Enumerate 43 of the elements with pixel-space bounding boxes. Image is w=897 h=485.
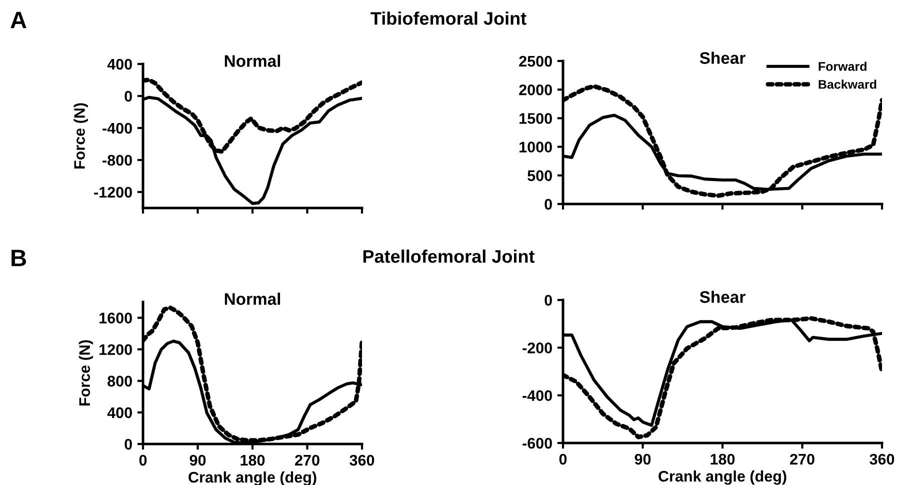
x-tick-label: 360: [870, 454, 894, 465]
y-tick-label: 800: [108, 376, 132, 387]
text: A: [10, 12, 26, 28]
x-tick-label: 0: [559, 454, 567, 465]
y-axis-title: Force (N): [74, 103, 88, 169]
chart-title: Normal: [224, 54, 280, 67]
y-axis-title: Force (N): [78, 340, 94, 406]
x-tick-label: 360: [350, 454, 374, 466]
x-axis-title: Crank angle (deg): [658, 470, 786, 485]
chart-title: Shear: [700, 290, 746, 303]
text: Patellofemoral Joint: [363, 250, 535, 263]
x-tick-label: 270: [295, 454, 320, 466]
x-tick-label: 180: [240, 454, 265, 466]
x-tick-label: 180: [710, 454, 735, 465]
y-tick-label: -800: [102, 154, 132, 166]
y-tick-label: 2500: [519, 56, 552, 67]
text: B: [12, 250, 26, 266]
legend-label: Backward: [818, 80, 876, 89]
x-tick-label: 270: [790, 454, 814, 465]
y-tick-label: 1000: [520, 142, 552, 152]
y-tick-label: 1600: [100, 312, 132, 324]
y-tick-label: -400: [522, 390, 552, 402]
y-tick-label: 0: [544, 198, 552, 210]
x-tick-label: 90: [190, 454, 206, 466]
y-tick-label: 0: [544, 294, 552, 306]
y-tick-label: -400: [102, 122, 132, 134]
y-tick-label: 1200: [100, 344, 132, 356]
y-tick-label: 2000: [519, 84, 552, 96]
y-tick-label: 0: [124, 438, 132, 450]
y-tick-label: 500: [528, 170, 552, 182]
x-tick-label: 0: [139, 454, 147, 466]
y-tick-label: 1500: [520, 113, 552, 124]
y-tick-label: -1200: [94, 186, 132, 198]
y-tick-label: 400: [107, 58, 132, 70]
text: Tibiofemoral Joint: [370, 12, 526, 25]
y-tick-label: -600: [522, 438, 552, 449]
x-tick-label: 90: [634, 454, 651, 465]
y-tick-label: 400: [107, 407, 132, 418]
legend-label: Forward: [818, 62, 866, 71]
y-tick-label: -200: [522, 342, 552, 354]
chart-title: Shear: [700, 52, 746, 64]
chart-title: Normal: [224, 292, 280, 305]
y-tick-label: 0: [124, 90, 132, 102]
